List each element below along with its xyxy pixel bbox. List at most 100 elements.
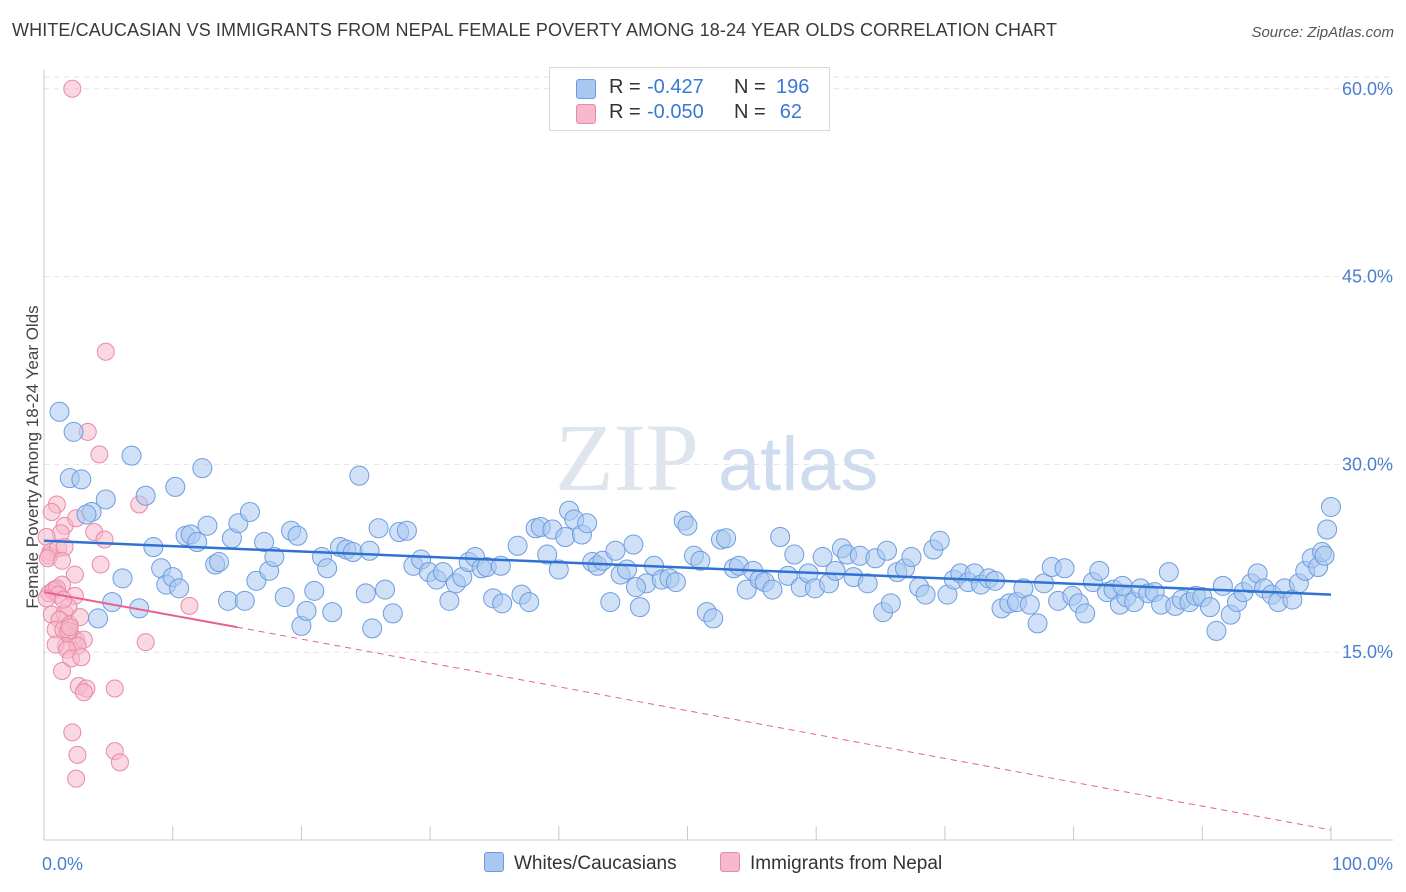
point-whites bbox=[629, 597, 650, 618]
point-nepal bbox=[53, 551, 72, 570]
y-tick-label: 15.0% bbox=[1342, 642, 1393, 662]
point-whites bbox=[359, 540, 380, 561]
point-whites bbox=[76, 504, 97, 525]
point-whites bbox=[234, 590, 255, 611]
point-whites bbox=[165, 476, 186, 497]
point-nepal bbox=[91, 555, 110, 574]
gridlines bbox=[44, 76, 1393, 653]
legend: R = -0.427 N = 196 R = -0.050 N = 62 bbox=[549, 67, 830, 131]
x-tick-label: 100.0% bbox=[1332, 854, 1393, 874]
point-whites bbox=[876, 540, 897, 561]
point-whites bbox=[703, 608, 724, 629]
point-whites bbox=[537, 544, 558, 565]
point-whites bbox=[362, 618, 383, 639]
legend-r-value: -0.050 bbox=[647, 101, 704, 123]
point-nepal bbox=[63, 723, 82, 742]
point-whites bbox=[63, 421, 84, 442]
legend-n-value: 62 bbox=[779, 101, 802, 123]
legend-swatch-nepal bbox=[576, 104, 596, 124]
source-label: Source: ZipAtlas.com bbox=[1251, 24, 1394, 41]
point-whites bbox=[355, 583, 376, 604]
point-whites bbox=[555, 527, 576, 548]
point-whites bbox=[317, 558, 338, 579]
point-whites bbox=[929, 530, 950, 551]
point-whites bbox=[121, 445, 142, 466]
x-tick-labels: 0.0% 100.0% bbox=[42, 854, 1393, 874]
point-whites bbox=[304, 580, 325, 601]
point-whites bbox=[49, 401, 70, 422]
point-whites bbox=[880, 593, 901, 614]
point-nepal bbox=[72, 648, 91, 667]
point-whites bbox=[1314, 545, 1335, 566]
y-tick-label: 60.0% bbox=[1342, 79, 1393, 99]
points-series-2 bbox=[37, 79, 199, 788]
point-whites bbox=[254, 532, 275, 553]
point-whites bbox=[322, 602, 343, 623]
point-whites bbox=[665, 572, 686, 593]
points-series-1 bbox=[49, 401, 1341, 641]
legend-row-whites: R = -0.427 N = 196 bbox=[550, 76, 829, 102]
y-tick-labels: 15.0% 30.0% 45.0% 60.0% bbox=[1342, 79, 1393, 662]
legend-r-value: -0.427 bbox=[647, 76, 704, 98]
point-whites bbox=[857, 573, 878, 594]
chart-title: WHITE/CAUCASIAN VS IMMIGRANTS FROM NEPAL… bbox=[12, 20, 1058, 40]
point-nepal bbox=[42, 502, 61, 521]
point-nepal bbox=[68, 745, 87, 764]
point-whites bbox=[1019, 594, 1040, 615]
point-nepal bbox=[53, 661, 72, 680]
point-whites bbox=[1212, 575, 1233, 596]
point-whites bbox=[901, 547, 922, 568]
bottom-legend-swatch-whites bbox=[484, 852, 504, 872]
point-whites bbox=[617, 559, 638, 580]
point-nepal bbox=[67, 769, 86, 788]
trend-lines bbox=[43, 539, 1332, 831]
point-nepal bbox=[60, 618, 79, 637]
point-whites bbox=[812, 547, 833, 568]
point-whites bbox=[1075, 603, 1096, 624]
point-whites bbox=[375, 579, 396, 600]
point-whites bbox=[577, 513, 598, 534]
trend-line-nepal-extrapolated bbox=[236, 626, 1332, 831]
point-whites bbox=[296, 600, 317, 621]
point-whites bbox=[825, 560, 846, 581]
legend-n-label: N = bbox=[734, 76, 766, 98]
point-whites bbox=[770, 527, 791, 548]
point-whites bbox=[209, 552, 230, 573]
point-whites bbox=[197, 515, 218, 536]
point-whites bbox=[192, 458, 213, 479]
point-whites bbox=[690, 550, 711, 571]
legend-n-label: N = bbox=[734, 101, 766, 123]
point-whites bbox=[1321, 496, 1341, 517]
y-axis-label: Female Poverty Among 18-24 Year Olds bbox=[23, 305, 42, 608]
bottom-legend-swatch-nepal bbox=[720, 852, 740, 872]
point-whites bbox=[762, 579, 783, 600]
point-whites bbox=[1158, 562, 1179, 583]
point-whites bbox=[439, 590, 460, 611]
point-whites bbox=[519, 592, 540, 613]
point-nepal bbox=[95, 530, 114, 549]
point-nepal bbox=[105, 679, 124, 698]
point-whites bbox=[368, 518, 389, 539]
point-whites bbox=[1054, 558, 1075, 579]
point-whites bbox=[507, 535, 528, 556]
point-whites bbox=[71, 469, 92, 490]
y-tick-label: 45.0% bbox=[1342, 267, 1393, 287]
point-whites bbox=[264, 547, 285, 568]
point-nepal bbox=[136, 633, 155, 652]
point-whites bbox=[677, 515, 698, 536]
point-whites bbox=[1089, 560, 1110, 581]
point-whites bbox=[600, 592, 621, 613]
point-whites bbox=[169, 578, 190, 599]
point-nepal bbox=[96, 342, 115, 361]
point-whites bbox=[1200, 597, 1221, 618]
point-whites bbox=[143, 537, 164, 558]
point-nepal bbox=[74, 683, 93, 702]
point-whites bbox=[287, 525, 308, 546]
bottom-legend-label-nepal: Immigrants from Nepal bbox=[750, 853, 943, 874]
trend-line-nepal bbox=[43, 591, 238, 629]
watermark: ZIP atlas bbox=[555, 404, 879, 511]
point-nepal bbox=[180, 596, 199, 615]
point-nepal bbox=[65, 565, 84, 584]
y-tick-label: 30.0% bbox=[1342, 454, 1393, 474]
